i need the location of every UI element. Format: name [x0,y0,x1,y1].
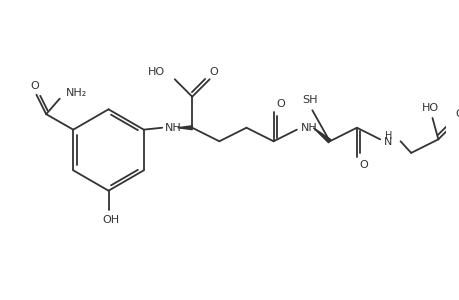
Text: OH: OH [102,215,119,225]
Text: O: O [209,68,218,77]
Text: NH₂: NH₂ [65,88,87,98]
Text: HO: HO [148,68,165,77]
Text: H: H [384,131,392,141]
Polygon shape [313,128,330,143]
Text: O: O [275,100,284,110]
Text: NH: NH [165,123,181,133]
Text: HO: HO [421,103,438,113]
Text: O: O [454,109,459,119]
Text: SH: SH [302,94,318,105]
Text: N: N [383,137,392,147]
Text: NH: NH [300,123,317,133]
Text: O: O [358,160,367,170]
Text: O: O [30,81,39,91]
Polygon shape [177,126,192,130]
